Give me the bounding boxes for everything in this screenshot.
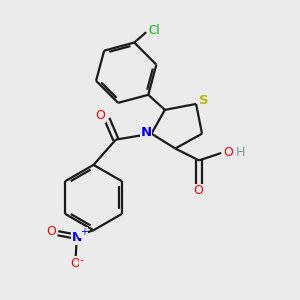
Text: N: N (141, 126, 152, 139)
Text: Cl: Cl (149, 24, 160, 37)
Text: O: O (223, 146, 233, 159)
Text: S: S (199, 94, 208, 107)
Text: O: O (194, 184, 203, 197)
Text: H: H (236, 146, 245, 159)
Text: O: O (95, 109, 105, 122)
Text: -: - (80, 256, 84, 266)
Text: O: O (46, 225, 56, 238)
Text: O: O (70, 257, 80, 270)
Text: N: N (72, 231, 83, 244)
Text: +: + (80, 227, 88, 237)
